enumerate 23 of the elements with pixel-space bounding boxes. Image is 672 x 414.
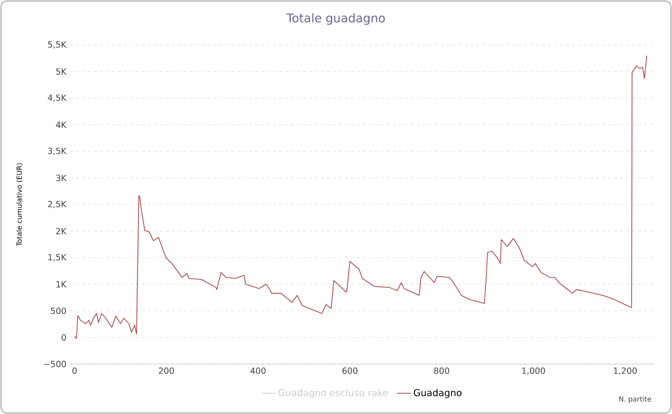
y-tick-label: 2,5K xyxy=(48,200,67,208)
x-tick-label: 200 xyxy=(158,368,174,374)
line-series xyxy=(74,55,648,339)
legend-label: Guadagno xyxy=(414,388,462,398)
y-tick-label: 4,5K xyxy=(48,94,67,102)
x-tick-label: 1,200 xyxy=(614,368,637,375)
y-tick-label: 1K xyxy=(56,281,67,288)
y-tick-label: 3K xyxy=(56,174,67,182)
x-tick-label: 800 xyxy=(434,368,450,374)
y-tick-label: 3,5K xyxy=(48,148,67,155)
y-tick-label: 4K xyxy=(56,122,67,128)
y-tick-label: −500 xyxy=(44,360,66,368)
y-tick-label: 500 xyxy=(50,308,66,314)
y-tick-label: 5,5K xyxy=(48,41,67,49)
x-tick-label: 600 xyxy=(342,368,358,374)
chart-title: Totale guadagno xyxy=(286,13,385,25)
y-tick-label: 2K xyxy=(56,228,67,234)
x-tick-label: 400 xyxy=(250,368,266,374)
y-tick-label: 0 xyxy=(62,334,66,341)
x-tick-label: 1,000 xyxy=(522,368,545,375)
x-tick-label: 0 xyxy=(72,368,77,374)
y-tick-label: 5K xyxy=(56,68,67,75)
y-tick-label: 1,5K xyxy=(48,254,67,262)
